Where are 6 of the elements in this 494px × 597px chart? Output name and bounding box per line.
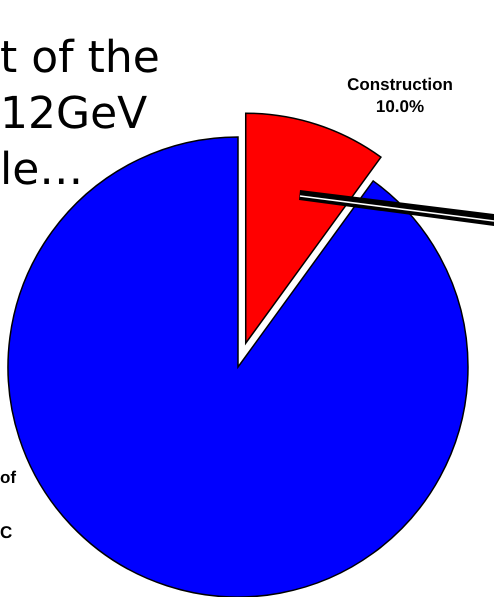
category-label: of C xyxy=(0,468,16,542)
text: le… xyxy=(0,144,84,195)
text: 12GeV xyxy=(0,88,148,139)
text: t of the xyxy=(0,32,160,83)
slice-label: Construction xyxy=(347,75,453,94)
data-label: 10.0% xyxy=(376,97,424,116)
